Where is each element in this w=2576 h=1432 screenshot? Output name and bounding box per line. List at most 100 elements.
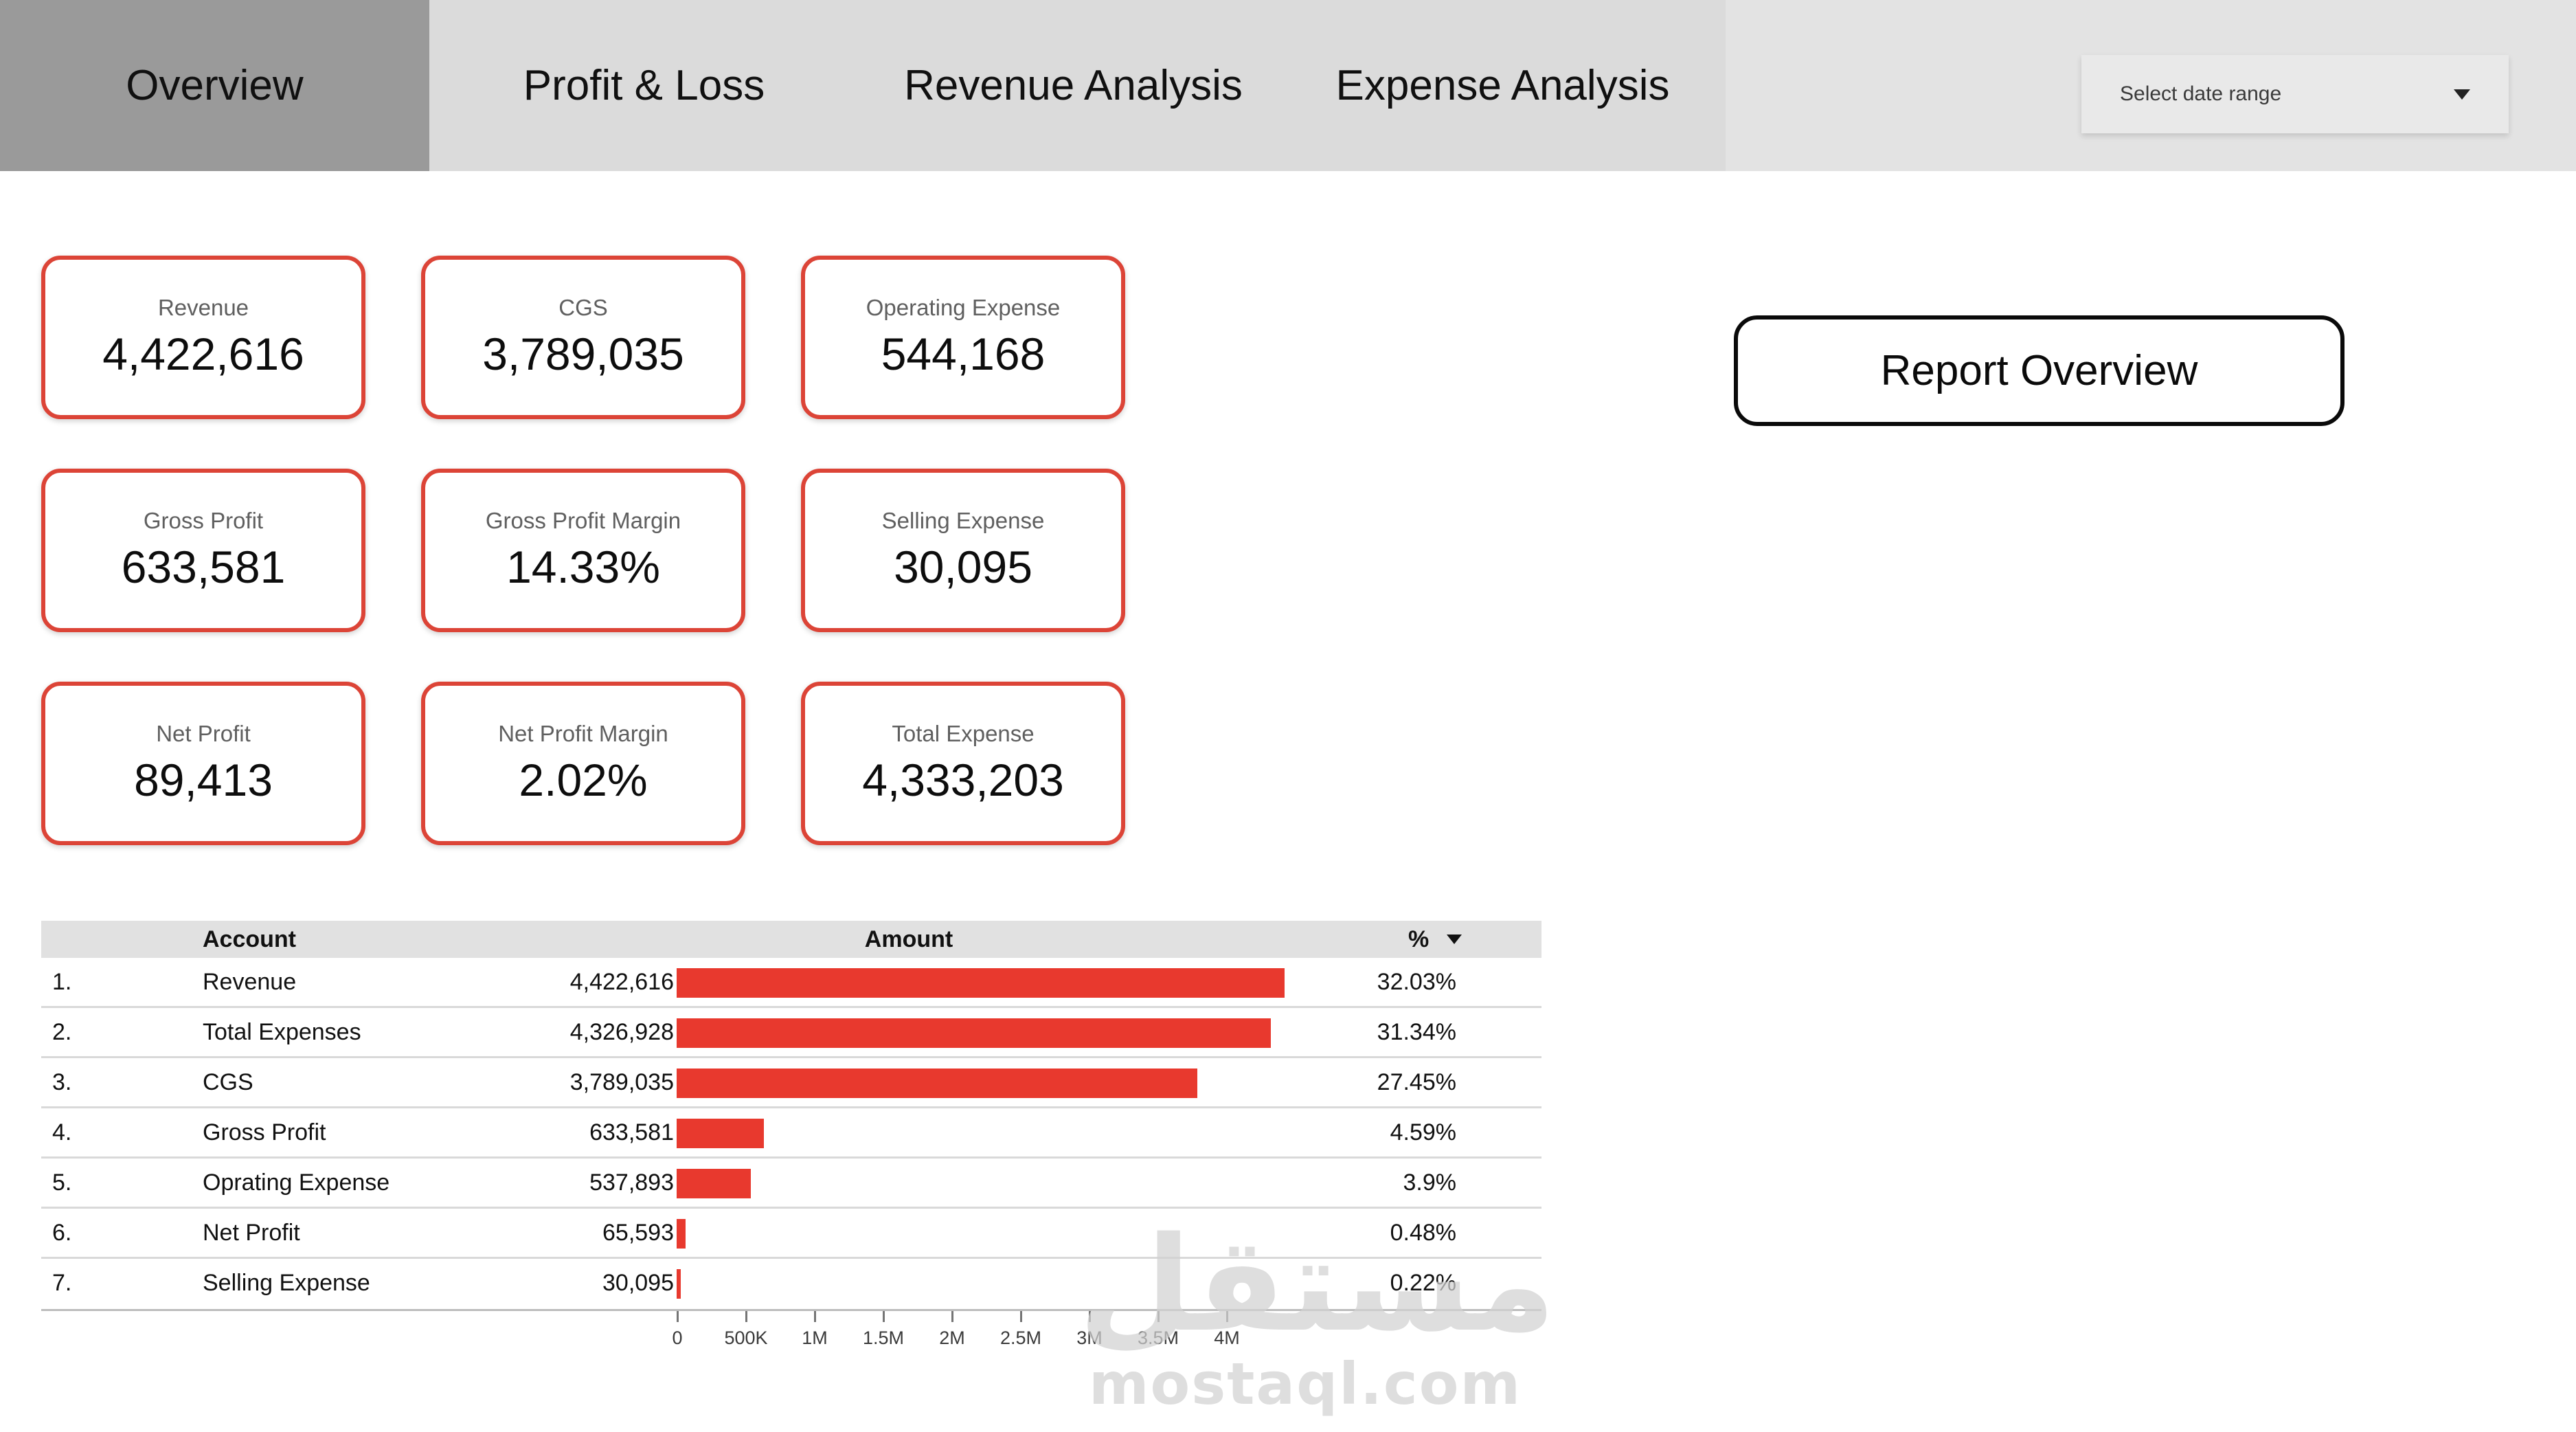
cell-amount: 30,095 xyxy=(602,1269,674,1296)
tab-label: Revenue Analysis xyxy=(904,62,1243,109)
cell-amount: 65,593 xyxy=(602,1219,674,1246)
axis-tick xyxy=(1089,1311,1091,1322)
amount-bar xyxy=(677,1069,1197,1098)
axis-tick xyxy=(1157,1311,1160,1322)
row-index: 3. xyxy=(52,1069,72,1095)
cell-percent: 31.34% xyxy=(1377,1018,1456,1045)
cell-amount: 4,422,616 xyxy=(569,968,674,995)
scorecard-gross-profit-margin: Gross Profit Margin 14.33% xyxy=(421,469,745,632)
cell-percent: 27.45% xyxy=(1377,1069,1456,1095)
scorecard-value: 89,413 xyxy=(134,754,273,805)
amount-bar xyxy=(677,1269,681,1299)
scorecard-net-profit: Net Profit 89,413 xyxy=(41,682,365,845)
row-index: 6. xyxy=(52,1219,72,1246)
column-header-account[interactable]: Account xyxy=(203,926,296,952)
table-row: 6. Net Profit 65,593 0.48% xyxy=(41,1209,1541,1259)
row-index: 4. xyxy=(52,1119,72,1145)
column-header-amount[interactable]: Amount xyxy=(864,926,953,952)
axis-tick-label: 1M xyxy=(802,1328,828,1348)
amount-bar xyxy=(677,1169,751,1198)
dropdown-caret-icon xyxy=(2454,89,2470,100)
scorecard-label: Gross Profit xyxy=(143,508,264,533)
axis-tick xyxy=(883,1311,885,1322)
row-index: 1. xyxy=(52,968,72,995)
scorecard-operating-expense: Operating Expense 544,168 xyxy=(801,256,1125,419)
tab-overview[interactable]: Overview xyxy=(0,0,429,171)
date-range-selector[interactable]: Select date range xyxy=(2081,55,2509,133)
cell-account: Net Profit xyxy=(203,1219,300,1246)
scorecard-value: 14.33% xyxy=(506,541,660,592)
scorecard-label: Revenue xyxy=(157,295,249,320)
axis-tick xyxy=(745,1311,747,1322)
table-row: 5. Oprating Expense 537,893 3.9% xyxy=(41,1159,1541,1209)
scorecard-value: 544,168 xyxy=(881,328,1046,379)
axis-tick-label: 3.5M xyxy=(1137,1328,1179,1348)
axis-tick xyxy=(951,1311,953,1322)
table-row: 2. Total Expenses 4,326,928 31.34% xyxy=(41,1008,1541,1058)
axis-tick-label: 4M xyxy=(1214,1328,1240,1348)
axis-tick xyxy=(1226,1311,1228,1322)
cell-amount: 3,789,035 xyxy=(569,1069,674,1095)
scorecard-label: Selling Expense xyxy=(881,508,1045,533)
tab-label: Profit & Loss xyxy=(523,62,765,109)
tab-bar: Overview Profit & Loss Revenue Analysis Exp… xyxy=(0,0,1726,171)
scorecard-value: 2.02% xyxy=(519,754,648,805)
tab-label: Expense Analysis xyxy=(1335,62,1670,109)
scorecard-total-expense: Total Expense 4,333,203 xyxy=(801,682,1125,845)
cell-amount: 4,326,928 xyxy=(569,1018,674,1045)
row-index: 5. xyxy=(52,1169,72,1196)
cell-account: Total Expenses xyxy=(203,1018,361,1045)
cell-percent: 32.03% xyxy=(1377,968,1456,995)
scorecard-label: Net Profit xyxy=(156,721,251,746)
cell-amount: 537,893 xyxy=(589,1169,674,1196)
scorecard-label: Net Profit Margin xyxy=(498,721,668,746)
scorecard-value: 4,333,203 xyxy=(862,754,1064,805)
axis-tick xyxy=(677,1311,679,1322)
scorecard-selling-expense: Selling Expense 30,095 xyxy=(801,469,1125,632)
cell-amount: 633,581 xyxy=(589,1119,674,1145)
cell-account: Revenue xyxy=(203,968,297,995)
nav-bar: Overview Profit & Loss Revenue Analysis Exp… xyxy=(0,0,2576,171)
tab-revenue-analysis[interactable]: Revenue Analysis xyxy=(859,0,1288,171)
cell-account: Gross Profit xyxy=(203,1119,326,1145)
x-axis: 0 500K 1M 1.5M 2M 2.5M 3M 3.5M 4M xyxy=(41,1309,1541,1357)
percent-header-label: % xyxy=(1408,926,1430,952)
tab-profit-loss[interactable]: Profit & Loss xyxy=(429,0,859,171)
scorecard-value: 633,581 xyxy=(121,541,286,592)
axis-tick-label: 500K xyxy=(724,1328,768,1348)
table-row: 4. Gross Profit 633,581 4.59% xyxy=(41,1108,1541,1159)
tab-label: Overview xyxy=(126,62,304,109)
table-row: 7. Selling Expense 30,095 0.22% xyxy=(41,1259,1541,1309)
amount-bar xyxy=(677,1219,686,1249)
table-body: 1. Revenue 4,422,616 32.03% 2. Total Expenses… xyxy=(41,958,1541,1309)
row-index: 2. xyxy=(52,1018,72,1045)
scorecard-label: Operating Expense xyxy=(866,295,1061,320)
axis-tick-label: 2M xyxy=(939,1328,965,1348)
amount-bar xyxy=(677,1018,1271,1048)
sort-desc-icon xyxy=(1447,935,1462,944)
table-row: 3. CGS 3,789,035 27.45% xyxy=(41,1058,1541,1108)
axis-tick-label: 0 xyxy=(672,1328,683,1348)
cell-account: Selling Expense xyxy=(203,1269,370,1296)
axis-tick-label: 3M xyxy=(1076,1328,1103,1348)
axis-tick xyxy=(1020,1311,1022,1322)
axis-tick-label: 2.5M xyxy=(999,1328,1042,1348)
report-title-box: Report Overview xyxy=(1734,315,2345,426)
cell-percent: 3.9% xyxy=(1403,1169,1457,1196)
scorecard-value: 30,095 xyxy=(894,541,1032,592)
table-row: 1. Revenue 4,422,616 32.03% xyxy=(41,958,1541,1008)
row-index: 7. xyxy=(52,1269,72,1296)
scorecard-gross-profit: Gross Profit 633,581 xyxy=(41,469,365,632)
scorecard-cgs: CGS 3,789,035 xyxy=(421,256,745,419)
axis-tick-label: 1.5M xyxy=(862,1328,905,1348)
tab-expense-analysis[interactable]: Expense Analysis xyxy=(1288,0,1717,171)
amount-bar xyxy=(677,1119,764,1148)
scorecard-label: Total Expense xyxy=(892,721,1035,746)
table-header-row: Account Amount % xyxy=(41,921,1541,958)
scorecard-label: Gross Profit Margin xyxy=(485,508,681,533)
column-header-percent[interactable]: % xyxy=(1408,921,1462,958)
scorecard-label: CGS xyxy=(558,295,608,320)
account-table: Account Amount % 1. Revenue 4,422,616 32.03… xyxy=(41,921,1541,1357)
cell-percent: 0.22% xyxy=(1390,1269,1456,1296)
cell-percent: 4.59% xyxy=(1390,1119,1456,1145)
